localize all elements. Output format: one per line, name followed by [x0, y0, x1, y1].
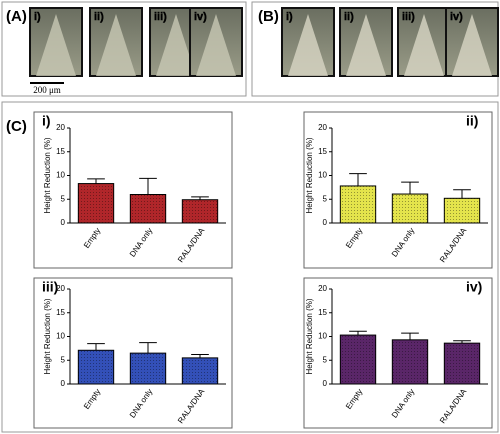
image-label: i)	[34, 11, 41, 23]
image-label: iii)	[402, 11, 415, 23]
chart-title: iii)	[42, 279, 58, 295]
microneedle	[404, 14, 444, 76]
y-tick-label: 5	[61, 355, 66, 364]
panel-a-frame	[1, 1, 247, 97]
y-tick-label: 0	[61, 218, 66, 227]
y-tick-label: 10	[56, 332, 65, 341]
error-bar	[349, 173, 367, 186]
x-tick-label: RALA/DNA	[438, 226, 469, 264]
image-label: iv)	[194, 11, 207, 23]
y-tick-label: 10	[56, 171, 65, 180]
error-bar	[191, 196, 209, 200]
x-tick-label: Empty	[344, 387, 364, 411]
y-tick-label: 0	[61, 379, 66, 388]
bar	[129, 352, 167, 385]
error-bar	[139, 177, 157, 195]
bar	[129, 194, 167, 224]
y-tick-label: 20	[56, 123, 65, 132]
bar	[443, 342, 481, 385]
y-tick-label: 20	[56, 284, 65, 293]
panel-label: (C)	[6, 118, 27, 135]
y-tick-label: 10	[318, 171, 327, 180]
error-bar	[401, 181, 419, 195]
y-tick-label: 15	[56, 147, 65, 156]
error-bar	[453, 189, 471, 199]
y-axis-label: Height Reduction (%)	[305, 298, 314, 374]
microneedle	[196, 14, 236, 76]
image-label: i)	[286, 11, 293, 23]
y-tick-label: 5	[61, 194, 66, 203]
x-tick-label: Empty	[344, 226, 364, 250]
image-label: ii)	[94, 11, 104, 23]
bar	[77, 183, 115, 224]
x-tick-label: Empty	[82, 226, 102, 250]
microneedle	[288, 14, 328, 76]
y-tick-label: 10	[318, 332, 327, 341]
bar	[339, 334, 377, 385]
x-tick-label: DNA only	[128, 387, 155, 419]
y-axis-label: Height Reduction (%)	[305, 137, 314, 213]
chart-frame	[303, 277, 493, 429]
x-tick-label: Empty	[82, 387, 102, 411]
microneedle	[36, 14, 76, 76]
error-bar	[453, 340, 471, 344]
y-axis-label: Height Reduction (%)	[43, 137, 52, 213]
x-tick-label: DNA only	[390, 226, 417, 258]
microneedle	[156, 14, 196, 76]
error-bar	[87, 343, 105, 351]
chart-title: i)	[42, 113, 51, 129]
microneedle	[96, 14, 136, 76]
bar	[391, 339, 429, 385]
x-tick-label: RALA/DNA	[176, 387, 207, 425]
y-tick-label: 5	[323, 355, 328, 364]
bar	[77, 349, 115, 385]
microneedle	[346, 14, 386, 76]
y-tick-label: 15	[318, 147, 327, 156]
bar	[181, 199, 219, 224]
bar	[443, 197, 481, 224]
y-tick-label: 0	[323, 379, 328, 388]
error-bar	[349, 330, 367, 336]
panel-label: (B)	[258, 8, 279, 25]
x-tick-label: DNA only	[390, 387, 417, 419]
bar	[339, 185, 377, 224]
chart-title: ii)	[466, 113, 478, 129]
chart-frame	[33, 277, 233, 429]
error-bar	[191, 354, 209, 358]
image-label: iii)	[154, 11, 167, 23]
y-tick-label: 5	[323, 194, 328, 203]
chart-frame	[303, 111, 493, 269]
panel-c-frame	[1, 101, 499, 433]
y-axis-label: Height Reduction (%)	[43, 298, 52, 374]
error-bar	[139, 342, 157, 354]
y-tick-label: 15	[56, 308, 65, 317]
bar	[391, 193, 429, 224]
x-tick-label: DNA only	[128, 226, 155, 258]
y-tick-label: 20	[318, 123, 327, 132]
error-bar	[87, 178, 105, 184]
y-tick-label: 0	[323, 218, 328, 227]
bar	[181, 357, 219, 385]
chart-title: iv)	[466, 279, 482, 295]
image-label: iv)	[450, 11, 463, 23]
scale-bar-label: 200 μm	[33, 85, 61, 95]
microneedle	[452, 14, 492, 76]
error-bar	[401, 332, 419, 340]
x-tick-label: RALA/DNA	[176, 226, 207, 264]
panel-label: (A)	[6, 8, 27, 25]
y-tick-label: 15	[318, 308, 327, 317]
chart-frame	[33, 111, 233, 269]
x-tick-label: RALA/DNA	[438, 387, 469, 425]
image-label: ii)	[344, 11, 354, 23]
y-tick-label: 20	[318, 284, 327, 293]
